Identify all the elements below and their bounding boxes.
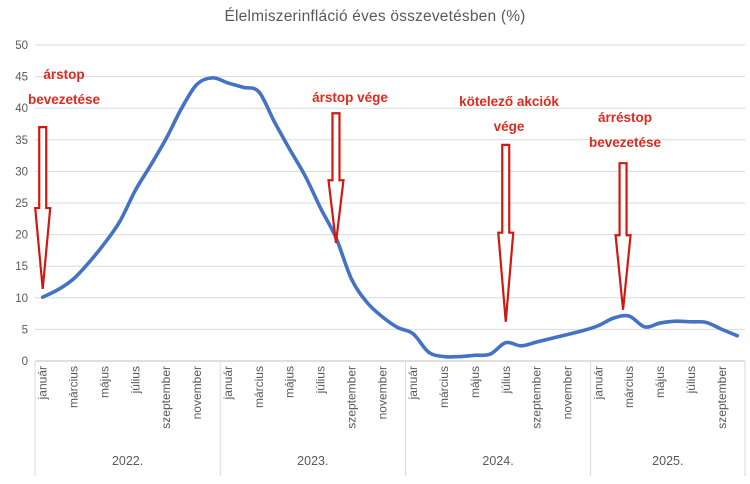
month-tick-label: szeptember bbox=[715, 366, 729, 429]
y-axis-label: 15 bbox=[15, 261, 28, 273]
month-tick-label: január bbox=[36, 366, 50, 400]
annotation-arrow bbox=[614, 162, 632, 310]
year-label: 2025. bbox=[652, 454, 683, 468]
month-tick-label: május bbox=[283, 366, 297, 398]
y-axis-label: 50 bbox=[15, 40, 28, 52]
annotation-arstop-bevezetese: árstop bevezetése bbox=[27, 67, 101, 107]
annotation-kotelezo-akciok-vege: kötelező akciók vége bbox=[459, 94, 559, 134]
y-axis-label: 5 bbox=[22, 324, 28, 336]
month-tick-label: május bbox=[97, 366, 111, 398]
y-axis-label: 40 bbox=[15, 103, 28, 115]
chart-title: Élelmiszerinfláció éves összevetésben (%… bbox=[224, 8, 526, 25]
year-label: 2023. bbox=[297, 454, 328, 468]
month-tick-label: november bbox=[190, 366, 204, 419]
y-axis-label: 45 bbox=[15, 72, 28, 84]
month-tick-label: július bbox=[314, 366, 328, 394]
y-axis-label: 10 bbox=[15, 293, 28, 305]
month-tick-label: szeptember bbox=[159, 366, 173, 429]
y-axis-label: 0 bbox=[22, 356, 28, 368]
annotation-arrow bbox=[34, 126, 52, 290]
y-axis-label: 35 bbox=[15, 135, 28, 147]
year-label: 2024. bbox=[482, 454, 513, 468]
month-tick-label: november bbox=[375, 366, 389, 419]
annotation-arrow bbox=[497, 143, 515, 322]
annotation-arrow bbox=[327, 112, 345, 243]
annotation-arstop-vege: árstop vége bbox=[312, 90, 388, 105]
y-axis-label: 30 bbox=[15, 166, 28, 178]
month-tick-label: november bbox=[561, 366, 575, 419]
month-tick-label: március bbox=[252, 366, 266, 408]
inflation-line bbox=[40, 76, 740, 359]
y-axis-label: 20 bbox=[15, 230, 28, 242]
month-tick-label: szeptember bbox=[530, 366, 544, 429]
month-tick-label: május bbox=[468, 366, 482, 398]
month-tick-label: május bbox=[653, 366, 667, 398]
year-label: 2022. bbox=[112, 454, 143, 468]
y-axis-label: 25 bbox=[15, 198, 28, 210]
month-tick-label: március bbox=[437, 366, 451, 408]
month-tick-label: július bbox=[128, 366, 142, 394]
month-tick-label: január bbox=[221, 366, 235, 400]
month-tick-label: július bbox=[684, 366, 698, 394]
month-tick-label: július bbox=[499, 366, 513, 394]
month-tick-label: március bbox=[622, 366, 636, 408]
month-tick-label: szeptember bbox=[344, 366, 358, 429]
month-tick-label: január bbox=[591, 366, 605, 400]
month-tick-label: március bbox=[67, 366, 81, 408]
annotation-arrestop-bevezetese: árréstop bevezetése bbox=[588, 110, 662, 150]
month-tick-label: január bbox=[406, 366, 420, 400]
